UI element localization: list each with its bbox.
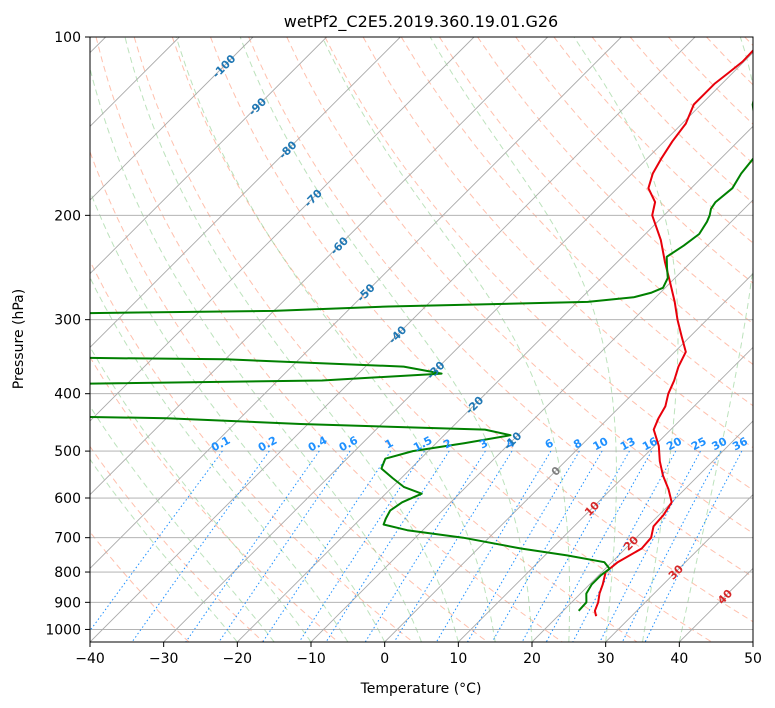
dry-adiabat-line xyxy=(210,37,753,623)
mixing-ratio-line xyxy=(599,450,701,642)
moist-adiabat-line xyxy=(90,458,238,642)
y-tick-label: 800 xyxy=(54,565,81,581)
plot-frame xyxy=(89,36,754,643)
y-tick-label: 100 xyxy=(54,30,81,46)
dry-adiabat-line xyxy=(90,150,488,642)
isotherm-line xyxy=(90,37,696,642)
y-tick-label: 400 xyxy=(54,387,81,403)
moist-adiabat-line xyxy=(321,37,571,642)
isotherm-line xyxy=(90,37,254,201)
dry-adiabat-line xyxy=(438,37,753,366)
x-tick-label: 20 xyxy=(523,651,541,667)
moist-adiabat-line xyxy=(175,37,496,642)
dry-adiabat-line xyxy=(95,37,563,642)
mixing-ratio-line xyxy=(90,450,223,632)
y-tick-label: 700 xyxy=(54,531,81,547)
x-tick-label: −10 xyxy=(296,651,326,667)
dewpoint-line xyxy=(90,98,753,612)
mixing-ratio-label: 36 xyxy=(730,435,750,454)
background-lines xyxy=(90,37,753,642)
y-tick-label: 900 xyxy=(54,595,81,611)
dry-adiabat-line xyxy=(133,37,638,642)
moist-adiabat-line xyxy=(90,405,275,642)
chart-title: wetPf2_C2E5.2019.360.19.01.G26 xyxy=(284,12,558,32)
mixing-ratio-line xyxy=(491,450,603,642)
x-tick-label: −30 xyxy=(149,651,179,667)
isotherm-line xyxy=(90,37,475,422)
isotherm-line xyxy=(531,420,753,642)
dry-adiabat-line xyxy=(477,37,753,325)
dry-adiabat-line xyxy=(248,37,753,578)
x-tick-label: 50 xyxy=(744,651,762,667)
mixing-ratio-line xyxy=(521,450,630,642)
y-tick-label: 500 xyxy=(54,444,81,460)
isotherm-line xyxy=(237,125,753,642)
mixing-ratio-line xyxy=(545,450,653,642)
isotherm-line xyxy=(90,37,327,275)
mixing-ratio-label: 10 xyxy=(591,434,611,453)
x-tick-label: 30 xyxy=(597,651,615,667)
isotherm-line xyxy=(310,199,753,642)
y-tick-label: 300 xyxy=(54,313,81,329)
mixing-ratio-line xyxy=(572,450,677,642)
mixing-ratio-line xyxy=(298,450,425,642)
temperature-line xyxy=(593,49,753,617)
moist-adiabat-line xyxy=(573,37,679,642)
mixing-ratio-label: 25 xyxy=(689,435,709,454)
moist-adiabat-line xyxy=(124,37,459,642)
y-tick-label: 200 xyxy=(54,208,81,224)
moist-adiabat-line xyxy=(429,37,617,642)
dry-adiabat-line xyxy=(171,37,712,642)
isotherm-line xyxy=(90,37,548,496)
y-tick-label: 1000 xyxy=(45,622,81,638)
y-axis-title: Pressure (hPa) xyxy=(11,289,27,389)
isotherm-line xyxy=(458,346,753,642)
mixing-ratio-label: 20 xyxy=(664,434,684,453)
x-tick-label: −20 xyxy=(223,651,253,667)
mixing-ratio-label: 16 xyxy=(640,435,660,454)
y-axis: 100 200 300 400 500 600 700 800 900 1000 xyxy=(45,30,90,638)
x-axis: −40 −30 −20 −10 0 10 20 30 40 50 xyxy=(75,642,762,667)
isotherm-line xyxy=(605,494,753,642)
x-tick-label: 0 xyxy=(380,651,389,667)
y-tick-label: 600 xyxy=(54,491,81,507)
x-tick-label: 10 xyxy=(449,651,467,667)
x-tick-label: −40 xyxy=(75,651,105,667)
moist-adiabat-line xyxy=(90,276,349,642)
isotherm-line xyxy=(163,52,753,642)
mixing-ratio-line xyxy=(218,450,351,642)
x-tick-label: 40 xyxy=(670,651,688,667)
mixing-ratio-line xyxy=(644,450,743,642)
mixing-ratio-line xyxy=(621,450,722,642)
dry-adiabat-line xyxy=(90,356,339,642)
mixing-ratio-label: 13 xyxy=(618,435,638,454)
x-axis-title: Temperature (°C) xyxy=(360,681,482,697)
dry-adiabat-line xyxy=(324,37,753,491)
isotherm-line xyxy=(90,37,401,348)
moist-adiabat-line xyxy=(90,66,422,642)
moist-adiabat-line xyxy=(90,189,386,642)
moist-adiabat-line xyxy=(239,37,533,642)
mixing-ratio-label: 30 xyxy=(710,435,730,454)
mixing-ratio-line xyxy=(393,450,513,642)
moist-adiabat-line xyxy=(678,37,753,642)
data-series xyxy=(90,49,753,617)
dry-adiabat-line xyxy=(90,445,264,642)
isotherm-line xyxy=(90,37,622,569)
mixing-ratio-line xyxy=(262,450,392,642)
mixing-ratio-line xyxy=(185,450,320,642)
